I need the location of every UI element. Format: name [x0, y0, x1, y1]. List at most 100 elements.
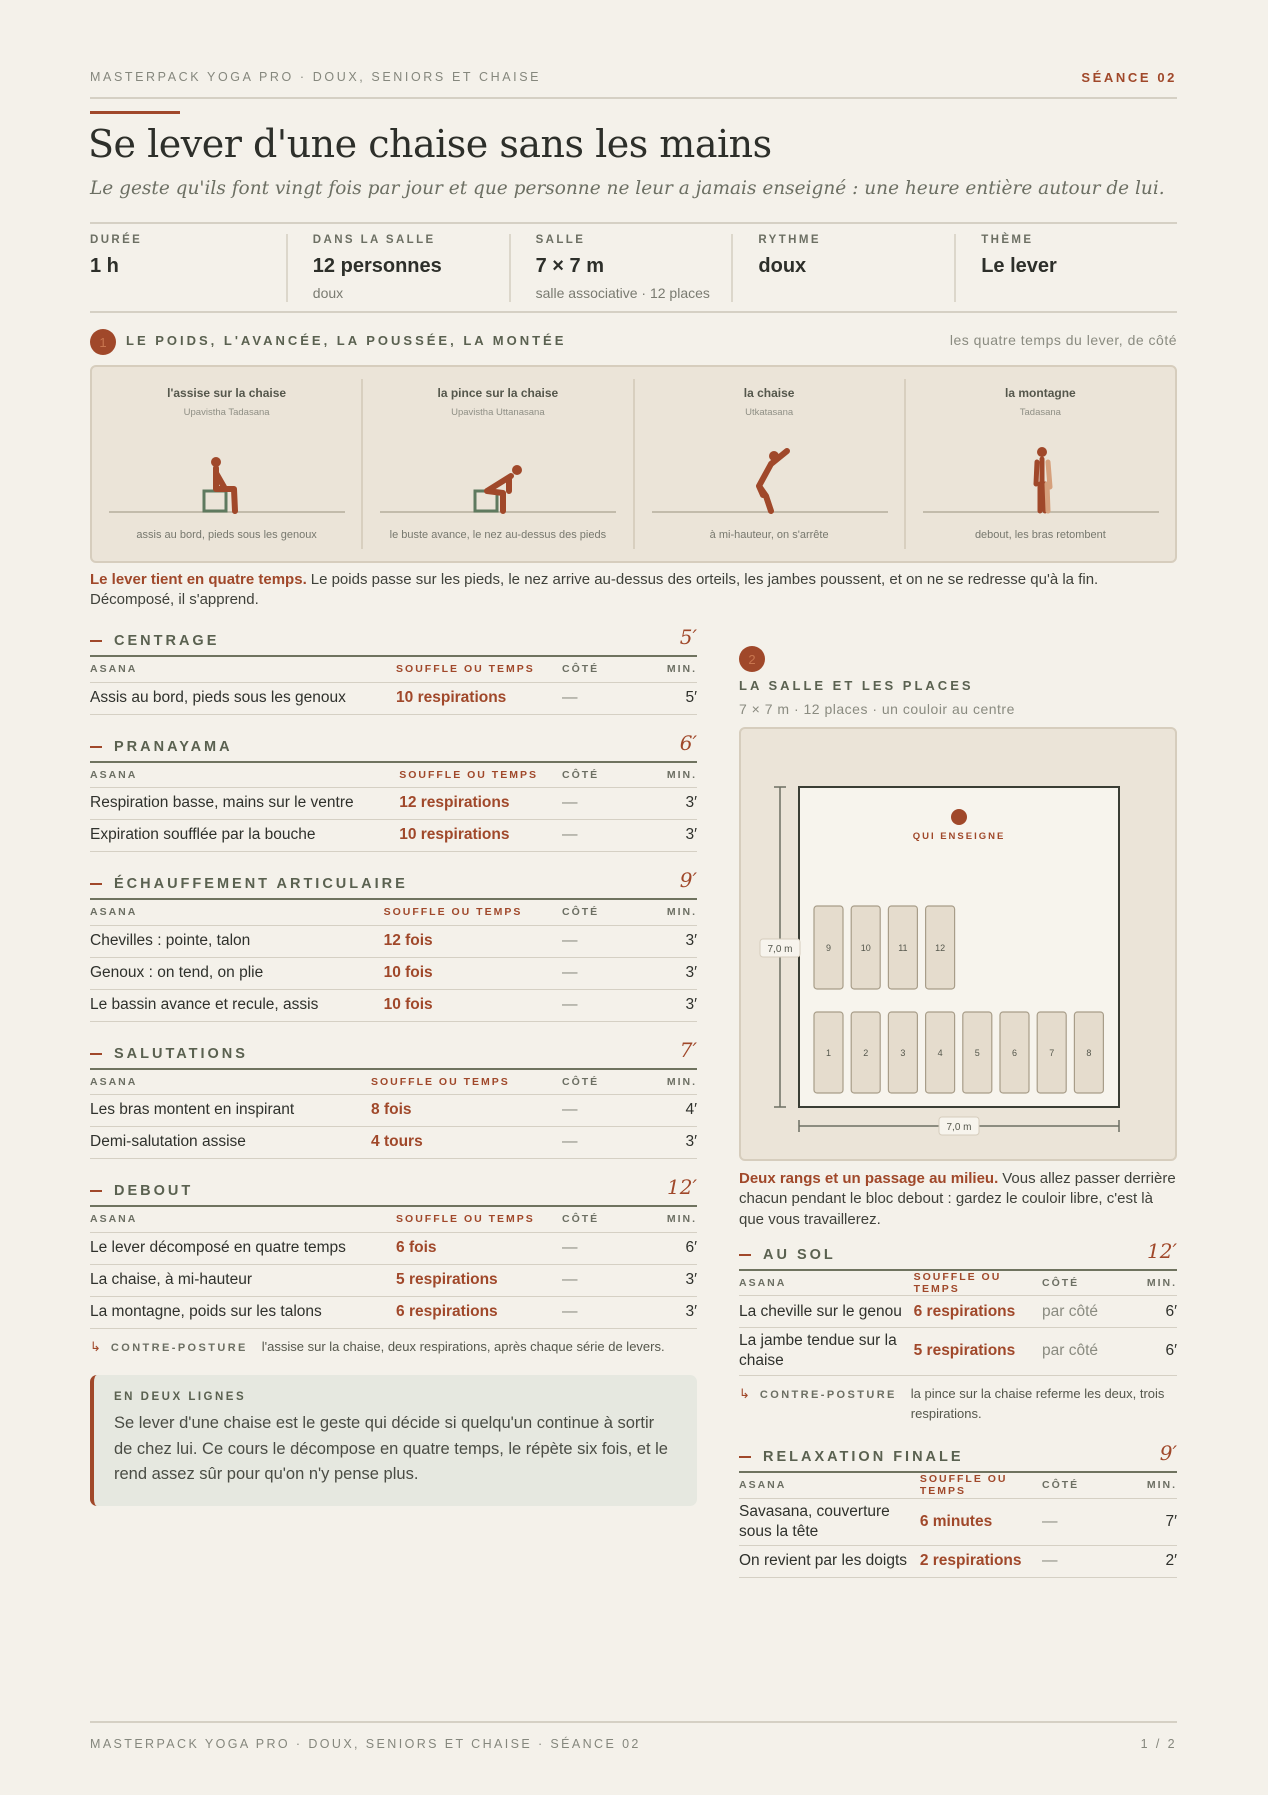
column-header: MIN.	[657, 1069, 697, 1095]
cell: 12 respirations	[399, 787, 562, 820]
cell: 10 respirations	[399, 819, 562, 852]
summary-text: Se lever d'une chaise est le geste qui d…	[114, 1414, 668, 1484]
column-header: CÔTÉ	[562, 1069, 657, 1095]
cell: —	[562, 1232, 657, 1265]
stat-value: 1 h	[90, 255, 119, 277]
block-minutes: 9′	[1159, 1441, 1177, 1466]
dash	[90, 883, 102, 885]
stat-label: RYTHME	[758, 234, 821, 246]
body	[213, 465, 238, 514]
cell: On revient par les doigts	[739, 1545, 920, 1578]
cell: 4 tours	[371, 1126, 562, 1159]
cell: 6′	[657, 1232, 697, 1265]
cell: Le bassin avance et recule, assis	[90, 989, 384, 1022]
floor-plan: 7,0 m 7,0 m QUI ENSEIGNE 1 2 3 4 5 6 7 8 9 10 11 12	[739, 727, 1177, 1161]
cell: —	[1042, 1498, 1137, 1546]
place-number: 11	[898, 943, 907, 953]
pose-figure	[922, 447, 1159, 514]
cell: —	[562, 925, 657, 958]
column-header: CÔTÉ	[1042, 1270, 1137, 1297]
note-text: Vous allez passer derrière chacun pendan…	[739, 1170, 1176, 1228]
cell: 5 respirations	[396, 1264, 562, 1297]
mat	[850, 1011, 881, 1094]
pose-name: la chaise	[743, 386, 795, 400]
dash	[90, 1052, 102, 1055]
cell: Chevilles : pointe, talon	[90, 925, 384, 958]
stat: RYTHME doux	[731, 234, 954, 302]
stat-value: 7 × 7 m	[535, 255, 604, 277]
block-heading: RELAXATION FINALE 9′	[739, 1440, 1177, 1474]
column-header: SOUFFLE OU TEMPS	[383, 900, 562, 926]
cell: 6 respirations	[396, 1296, 562, 1329]
table-header: ASANA SOUFFLE OU TEMPS CÔTÉ MIN.	[90, 1069, 697, 1095]
pose: la chaise Utkatasana à mi-hauteur, on s'ar…	[632, 379, 904, 549]
place-number: 7	[1049, 1048, 1054, 1058]
left-column: CENTRAGE 5′ ASANA SOUFFLE OU TEMPS CÔTÉ MIN. A…	[90, 624, 697, 1506]
cell: —	[562, 682, 657, 715]
cell: 10 fois	[383, 989, 562, 1022]
counterpose-label: CONTRE-POSTURE	[110, 1341, 248, 1354]
cell: 8 fois	[371, 1094, 562, 1127]
pose-name: l'assise sur la chaise	[167, 386, 287, 400]
block-minutes: 12′	[1147, 1238, 1177, 1263]
counterpose: ↳ CONTRE-POSTURE la pince sur la chaise re…	[739, 1384, 1177, 1426]
session-block: SALUTATIONS 7′ ASANA SOUFFLE OU TEMPS CÔTÉ MI…	[90, 1037, 697, 1159]
asana-row: Savasana, couverture sous la tête 6 minut…	[739, 1498, 1177, 1546]
stat: DANS LA SALLE 12 personnes doux	[285, 234, 509, 302]
body	[755, 448, 790, 514]
block-title: CENTRAGE	[114, 633, 220, 649]
stat-label: DANS LA SALLE	[312, 234, 436, 246]
cell: 6′	[1137, 1327, 1177, 1376]
column-header: MIN.	[1137, 1473, 1177, 1499]
column-header: ASANA	[739, 1473, 920, 1499]
cell: 10 respirations	[396, 682, 562, 715]
table-header: ASANA SOUFFLE OU TEMPS CÔTÉ MIN.	[90, 657, 697, 683]
column-header: CÔTÉ	[562, 657, 657, 683]
asana-table: ASANA SOUFFLE OU TEMPS CÔTÉ MIN. Le lever dé…	[90, 1207, 697, 1329]
column-header: ASANA	[739, 1270, 914, 1297]
section-title: LE POIDS, L'AVANCÉE, LA POUSSÉE, LA MONT…	[126, 333, 567, 348]
mat	[1073, 1011, 1104, 1094]
place-number: 4	[938, 1048, 943, 1058]
block-minutes: 7′	[679, 1037, 697, 1062]
cell: Genoux : on tend, on plie	[90, 957, 384, 990]
table-header: ASANA SOUFFLE OU TEMPS CÔTÉ MIN.	[739, 1473, 1177, 1499]
place-number: 2	[863, 1048, 868, 1058]
width-label: 7,0 m	[946, 1122, 971, 1133]
kicker: MASTERPACK YOGA PRO · DOUX, SENIORS ET C…	[90, 70, 542, 84]
pose: la pince sur la chaise Upavistha Uttanasa…	[361, 379, 632, 549]
section-number: 2	[739, 646, 765, 672]
pose-sanskrit: Upavistha Tadasana	[183, 407, 270, 418]
stat-label: SALLE	[535, 234, 586, 246]
pose-name: la montagne	[1005, 386, 1076, 400]
section-note: Deux rangs et un passage au milieu. Vous …	[739, 1169, 1177, 1230]
section-aside: les quatre temps du lever, de côté	[949, 332, 1177, 348]
head	[1036, 447, 1047, 457]
cell: 6 fois	[396, 1232, 562, 1265]
stat-value: doux	[758, 255, 807, 277]
cell: 3′	[657, 1126, 697, 1159]
column-header: ASANA	[90, 657, 397, 683]
asana-row: La cheville sur le genou 6 respirations pa…	[739, 1295, 1177, 1329]
note-text: Le poids passe sur les pieds, le nez arr…	[90, 571, 1099, 609]
cell: La chaise, à mi-hauteur	[90, 1264, 397, 1297]
cell: 7′	[1137, 1498, 1177, 1546]
pose-caption: à mi-hauteur, on s'arrête	[709, 529, 829, 541]
asana-row: Assis au bord, pieds sous les genoux 10 r…	[90, 682, 697, 715]
column-header: MIN.	[657, 900, 697, 926]
counterpose: ↳ CONTRE-POSTURE l'assise sur la chaise, d…	[90, 1337, 697, 1358]
body	[484, 473, 515, 514]
cell: —	[562, 1126, 657, 1159]
session: SÉANCE 02	[1081, 70, 1177, 85]
asana-row: Demi-salutation assise 4 tours —3′	[90, 1126, 697, 1159]
block-minutes: 5′	[679, 625, 697, 649]
asana-row: La jambe tendue sur la chaise 5 respirati…	[739, 1327, 1177, 1376]
dash	[90, 640, 102, 642]
column-header: MIN.	[657, 762, 697, 788]
asana-row: Le bassin avance et recule, assis 10 fois…	[90, 989, 697, 1022]
cell: —	[562, 1296, 657, 1329]
cell: La jambe tendue sur la chaise	[739, 1327, 914, 1376]
asana-table: ASANA SOUFFLE OU TEMPS CÔTÉ MIN. Assis au bo…	[90, 657, 697, 715]
